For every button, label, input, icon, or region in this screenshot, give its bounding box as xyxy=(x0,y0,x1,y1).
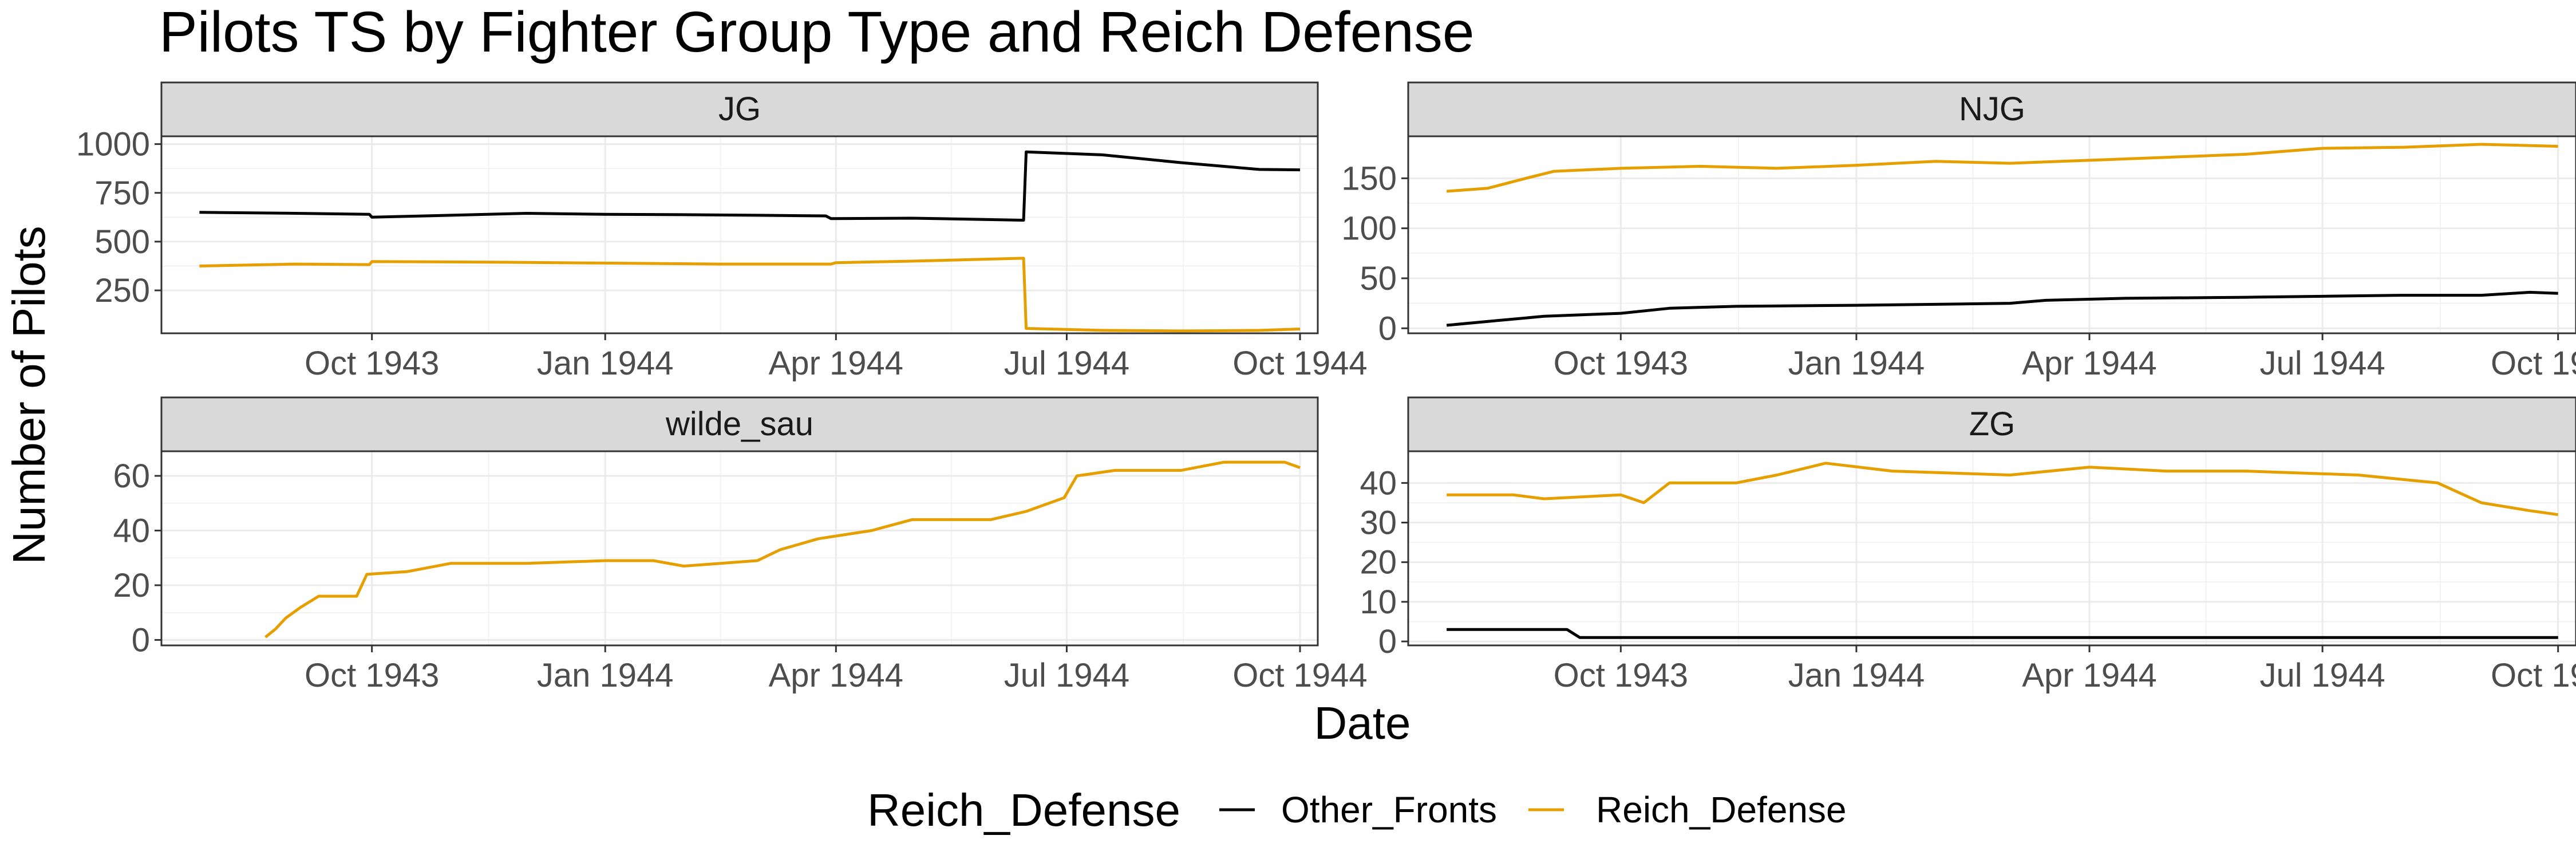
x-tick-label: Jul 1944 xyxy=(1004,657,1129,694)
gridlines-njg xyxy=(1408,136,2576,333)
gridlines-jg xyxy=(161,136,1318,333)
y-tick-label: 100 xyxy=(1341,210,1397,247)
x-tick-label: Apr 1944 xyxy=(769,657,903,694)
series-line-njg-reich-defense xyxy=(1446,143,2558,193)
y-tick-label: 20 xyxy=(113,567,150,604)
x-tick-label: Apr 1944 xyxy=(2022,345,2156,382)
legend-title: Reich_Defense xyxy=(867,785,1180,836)
panel-border-jg xyxy=(160,135,1319,334)
x-tick-label: Jul 1944 xyxy=(2259,345,2385,382)
strip-wilde-sau xyxy=(160,396,1319,452)
strip-jg xyxy=(160,81,1319,137)
strip-njg xyxy=(1407,81,2576,137)
y-tick-label: 500 xyxy=(94,223,150,261)
legend-label-other-fronts: Other_Fronts xyxy=(1281,789,1497,830)
x-tick-label: Apr 1944 xyxy=(769,345,903,382)
panel-jg: JG 250 500 750 1000 Oct 1943 Jan 1944 Apr 1944 J… xyxy=(76,81,1368,382)
x-tick-label: Jan 1944 xyxy=(1788,657,1925,694)
chart-title: Pilots TS by Fighter Group Type and Reic… xyxy=(159,0,1475,64)
strip-label-njg: NJG xyxy=(1959,90,2025,128)
y-tick-label: 750 xyxy=(94,175,150,212)
series-line-jg-other-fronts xyxy=(199,150,1301,222)
y-tick-label: 10 xyxy=(1360,584,1397,621)
x-tick-label: Oct 1944 xyxy=(1232,345,1367,382)
y-tick-label: 1000 xyxy=(76,126,150,163)
y-axis-title: Number of Pilots xyxy=(3,226,54,564)
y-tick-label: 40 xyxy=(113,512,150,549)
strip-label-jg: JG xyxy=(718,90,761,128)
x-tick-label: Oct 1944 xyxy=(2491,657,2576,694)
y-tick-label: 0 xyxy=(132,621,150,659)
legend-items: Other_Fronts Reich_Defense xyxy=(1219,789,1847,830)
x-tick-label: Jan 1944 xyxy=(1788,345,1925,382)
x-tick-label: Oct 1943 xyxy=(305,657,439,694)
panel-wilde-sau: wilde_sau 0 20 40 60 Oct 1943 Jan 1944 Apr 1944… xyxy=(113,396,1368,694)
y-tick-label: 30 xyxy=(1360,505,1397,542)
x-tick-label: Oct 1943 xyxy=(1554,657,1688,694)
y-tick-label: 20 xyxy=(1360,544,1397,581)
x-tick-label: Apr 1944 xyxy=(2022,657,2156,694)
x-tick-label: Oct 1944 xyxy=(2491,345,2576,382)
panel-border-njg xyxy=(1407,135,2576,334)
panel-border-zg xyxy=(1407,450,2576,647)
gridlines-zg xyxy=(1408,451,2576,645)
y-tick-label: 50 xyxy=(1360,260,1397,297)
x-tick-label: Oct 1944 xyxy=(1232,657,1367,694)
strip-label-zg: ZG xyxy=(1969,405,2016,443)
y-tick-label: 250 xyxy=(94,272,150,309)
gridlines-wilde-sau xyxy=(161,451,1318,645)
y-tick-label: 60 xyxy=(113,458,150,495)
x-tick-label: Oct 1943 xyxy=(305,345,439,382)
x-tick-label: Jul 1944 xyxy=(2259,657,2385,694)
y-tick-label: 0 xyxy=(1378,623,1397,660)
panel-njg: NJG 0 50 100 150 Oct 1943 Jan 1944 Apr 1944 Jul … xyxy=(1341,81,2576,382)
series-line-zg-reich-defense xyxy=(1447,462,2559,517)
legend-label-reich-defense: Reich_Defense xyxy=(1596,789,1847,830)
panel-border-wilde-sau xyxy=(160,450,1319,647)
series-line-jg-reich-defense xyxy=(199,257,1301,333)
legend: Reich_Defense Other_Fronts Reich_Defense xyxy=(867,785,1847,836)
y-tick-label: 150 xyxy=(1341,160,1397,197)
x-tick-label: Oct 1943 xyxy=(1554,345,1688,382)
series-line-zg-other-fronts xyxy=(1447,628,2558,639)
y-tick-label: 0 xyxy=(1378,310,1397,347)
series-line-njg-other-fronts xyxy=(1446,290,2558,327)
x-axis-title: Date xyxy=(1314,698,1411,748)
y-tick-label: 40 xyxy=(1360,464,1397,502)
strip-label-wilde-sau: wilde_sau xyxy=(665,405,813,443)
x-tick-label: Jan 1944 xyxy=(537,657,674,694)
x-tick-label: Jan 1944 xyxy=(537,345,674,382)
x-tick-label: Jul 1944 xyxy=(1004,345,1129,382)
series-line-wilde-sau-reich-defense xyxy=(264,460,1301,639)
strip-zg xyxy=(1407,396,2576,452)
